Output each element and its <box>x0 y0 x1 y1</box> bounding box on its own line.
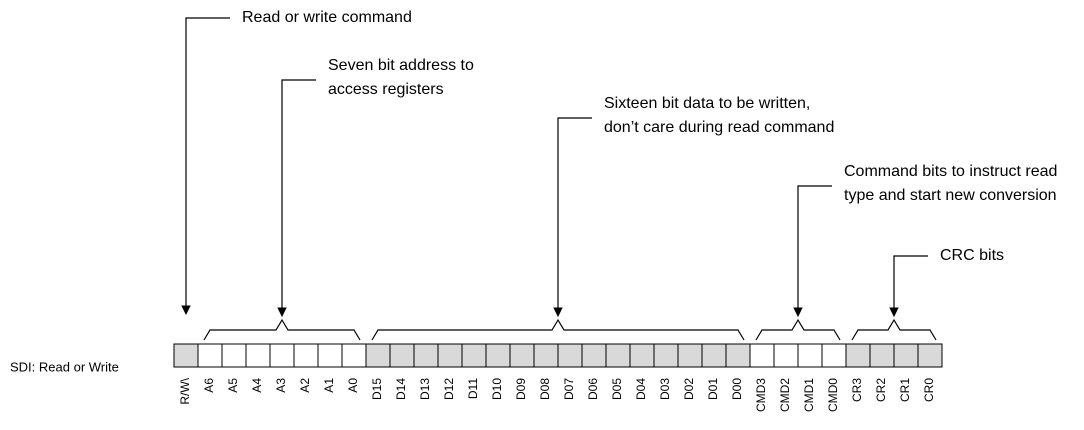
bit-label: D01 <box>706 378 720 400</box>
callout-leader <box>181 17 230 315</box>
bit-cell <box>365 343 391 368</box>
bit-label: D08 <box>538 378 552 400</box>
bit-label: D11 <box>466 378 480 399</box>
bit-cell <box>221 343 247 368</box>
bit-label: D06 <box>586 378 600 400</box>
bit-label: D12 <box>442 378 456 400</box>
bit-label: A2 <box>298 378 312 393</box>
bit-label: A0 <box>346 378 360 393</box>
callout-text: Command bits to instruct read <box>844 163 1057 180</box>
bit-cell <box>749 343 775 368</box>
bit-cell <box>533 343 559 368</box>
bit-cell <box>581 343 607 368</box>
callout-text: Sixteen bit data to be written, <box>604 95 810 112</box>
bit-cell <box>389 343 415 368</box>
bit-label: D14 <box>394 378 408 400</box>
bit-cell <box>413 343 439 368</box>
callout-leader <box>889 255 928 317</box>
bit-label: D10 <box>490 378 504 400</box>
callout-leader <box>277 79 316 317</box>
bit-cell <box>461 343 487 368</box>
bit-label: D02 <box>682 378 696 400</box>
bit-label: CR1 <box>898 378 912 402</box>
bit-cell <box>917 343 943 368</box>
bit-cell <box>485 343 511 368</box>
bit-label: CR3 <box>850 378 864 402</box>
bit-label: D03 <box>658 378 672 400</box>
bit-label: CR0 <box>922 378 936 402</box>
callout-leader <box>793 185 832 317</box>
bit-label: CMD3 <box>754 378 768 412</box>
callout-text: don’t care during read command <box>604 119 834 136</box>
bit-cell <box>629 343 655 368</box>
bit-cell <box>893 343 919 368</box>
bit-label: D13 <box>418 378 432 400</box>
row-label: SDI: Read or Write <box>10 359 119 374</box>
bit-cell <box>437 343 463 368</box>
bit-cell <box>725 343 751 368</box>
bit-label: CMD1 <box>802 378 816 412</box>
bit-cell <box>821 343 847 368</box>
brace <box>203 318 361 341</box>
bit-label: D07 <box>562 378 576 400</box>
bit-cell <box>293 343 319 368</box>
bit-cell <box>845 343 871 368</box>
bit-label: CMD0 <box>826 378 840 412</box>
bit-cell <box>197 343 223 368</box>
bit-cell <box>341 343 367 368</box>
callout-text: type and start new conversion <box>844 187 1057 204</box>
bit-cell <box>557 343 583 368</box>
bit-label: D05 <box>610 378 624 400</box>
brace <box>755 318 841 341</box>
callout-text: access registers <box>328 81 444 98</box>
bit-cell <box>605 343 631 368</box>
bit-label: A1 <box>322 378 336 393</box>
bit-cell <box>509 343 535 368</box>
bit-label: D00 <box>730 378 744 400</box>
bit-cell <box>773 343 799 368</box>
bit-label: CMD2 <box>778 378 792 412</box>
bit-label: A4 <box>250 378 264 393</box>
bit-cell <box>677 343 703 368</box>
bit-cell <box>245 343 271 368</box>
callout-text: CRC bits <box>940 247 1004 264</box>
brace <box>851 318 937 341</box>
callout-leader <box>553 117 592 317</box>
bit-cell <box>653 343 679 368</box>
bit-label: D09 <box>514 378 528 400</box>
bit-cell <box>269 343 295 368</box>
bit-label: CR2 <box>874 378 888 402</box>
bit-label: A6 <box>202 378 216 393</box>
bit-label: A5 <box>226 378 240 393</box>
bit-cell <box>869 343 895 368</box>
bit-label: D15 <box>370 378 384 400</box>
bit-cell <box>797 343 823 368</box>
callout-text: Seven bit address to <box>328 57 474 74</box>
bit-cell <box>317 343 343 368</box>
callout-text: Read or write command <box>242 9 412 26</box>
bit-cell <box>173 343 199 368</box>
brace <box>371 318 745 341</box>
bit-label: A3 <box>274 378 288 393</box>
bit-label: R/W\ <box>178 377 192 404</box>
bit-label: D04 <box>634 378 648 400</box>
bit-cell <box>701 343 727 368</box>
